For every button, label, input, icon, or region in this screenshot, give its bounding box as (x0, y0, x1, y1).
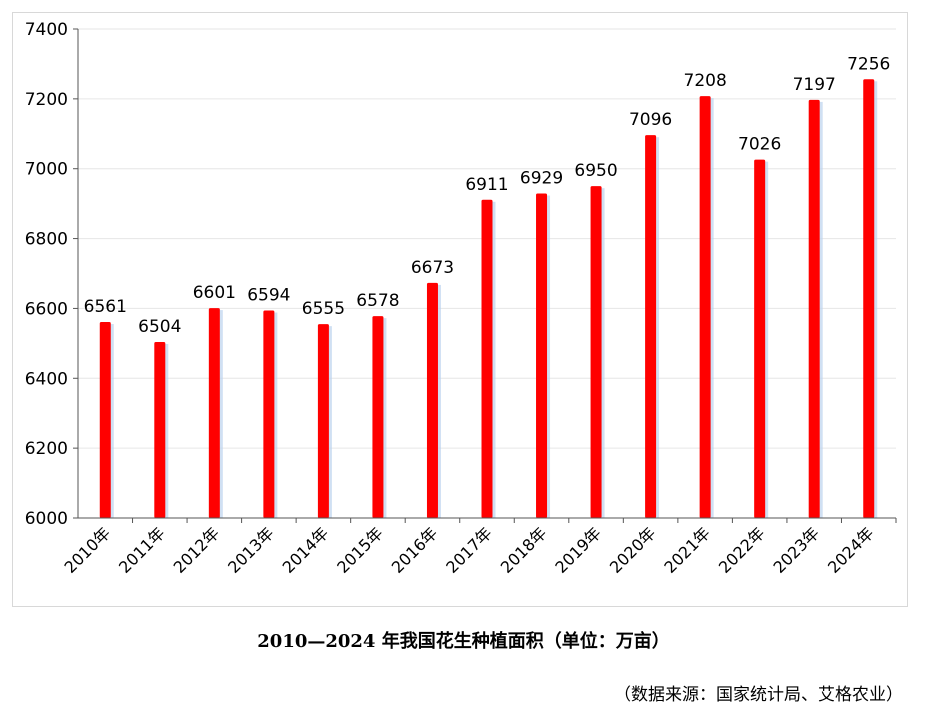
x-tick-label: 2023年 (769, 523, 823, 577)
y-tick-label: 6400 (25, 369, 68, 389)
x-tick-label: 2015年 (333, 523, 387, 577)
bar-2017年 (481, 199, 493, 518)
y-tick-label: 7000 (25, 160, 68, 180)
x-tick-label: 2019年 (551, 523, 605, 577)
data-label: 7208 (684, 71, 727, 91)
x-tick-label: 2017年 (442, 523, 496, 577)
bar-2015年 (372, 316, 384, 518)
x-tick-label: 2022年 (715, 523, 769, 577)
x-tick-label: 2024年 (824, 523, 878, 577)
data-label: 6911 (465, 175, 508, 195)
x-tick-label: 2016年 (388, 523, 442, 577)
data-label: 6504 (138, 317, 181, 337)
data-label: 7256 (847, 54, 890, 74)
chart-source: （数据来源：国家统计局、艾格农业） (614, 685, 903, 705)
y-tick-label: 6600 (25, 299, 68, 319)
bar-2010年 (99, 322, 111, 518)
bar-2013年 (263, 310, 275, 518)
y-tick-label: 7200 (25, 90, 68, 110)
bar-2020年 (645, 135, 657, 518)
chart-frame (12, 12, 908, 607)
data-label: 6950 (574, 161, 617, 181)
y-tick-label: 6200 (25, 439, 68, 459)
bar-2011年 (154, 341, 166, 518)
data-label: 6601 (193, 283, 236, 303)
bar-2012年 (208, 308, 220, 518)
bar-2018年 (536, 193, 548, 519)
chart-title: 2010—2024 年我国花生种植面积（单位：万亩） (257, 631, 670, 652)
x-tick-label: 2011年 (115, 523, 169, 577)
x-tick-label: 2010年 (61, 523, 115, 577)
data-label: 6594 (247, 286, 290, 306)
data-label: 7026 (738, 135, 781, 155)
x-tick-label: 2020年 (606, 523, 660, 577)
bars (99, 79, 878, 519)
data-label: 6555 (302, 299, 345, 319)
y-tick-label: 7400 (25, 20, 68, 40)
x-tick-label: 2012年 (170, 523, 224, 577)
bar-chart: 6561 6504 6601 6594 6555 6578 6673 6911 6929 6950… (25, 20, 897, 577)
data-label: 7197 (793, 75, 836, 95)
data-label: 6929 (520, 169, 563, 189)
data-labels: 6561 6504 6601 6594 6555 6578 6673 6911 6929 6950… (84, 54, 891, 337)
bar-2014年 (317, 324, 329, 518)
bar-2024年 (863, 79, 875, 518)
x-tick-label: 2013年 (224, 523, 278, 577)
x-tick-label: 2014年 (279, 523, 333, 577)
data-label: 6673 (411, 258, 454, 278)
bar-2016年 (426, 282, 438, 518)
y-tick-label: 6000 (25, 509, 68, 529)
bar-2021年 (699, 96, 711, 518)
bar-2023年 (808, 99, 820, 518)
data-label: 7096 (629, 110, 672, 130)
bar-2019年 (590, 186, 602, 518)
x-tick-label: 2018年 (497, 523, 551, 577)
x-tick-label: 2021年 (660, 523, 714, 577)
y-tick-label: 6800 (25, 230, 68, 250)
data-label: 6578 (356, 291, 399, 311)
bar-2022年 (754, 159, 766, 518)
data-label: 6561 (84, 297, 127, 317)
